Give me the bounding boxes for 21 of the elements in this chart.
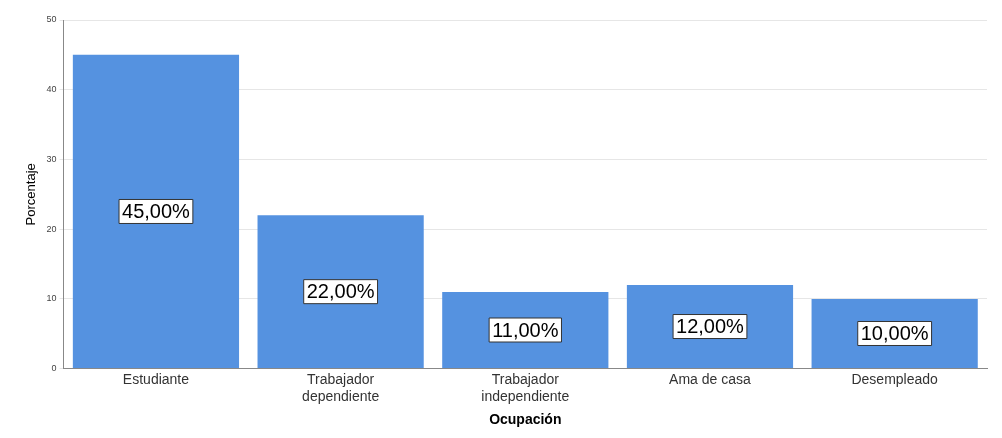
data-label: 45,00% [122,200,191,222]
data-label: 12,00% [676,315,745,338]
y-tick-label: 20 [46,223,57,234]
x-tick-label: Trabajador dependiente [302,370,380,404]
bar [257,215,424,369]
data-label: 22,00% [306,280,375,303]
x-tick-label: Desempleado [851,370,939,387]
y-tick-label: 0 [51,363,57,374]
data-label: 11,00% [492,318,559,341]
x-tick-label: Trabajador independiente [481,370,570,404]
y-tick-label: 30 [46,153,57,164]
data-label: 10,00% [860,322,929,345]
y-tick-label: 50 [46,14,57,25]
bar [626,284,794,369]
x-tick-label: Estudiante [122,370,190,387]
y-tick-label: 40 [46,84,57,95]
y-tick-label: 10 [46,293,57,304]
x-axis-title: Ocupación [489,411,562,428]
bar [72,54,240,369]
x-tick-label: Ama de casa [669,370,752,387]
y-axis-title: Porcentaje [23,163,39,226]
